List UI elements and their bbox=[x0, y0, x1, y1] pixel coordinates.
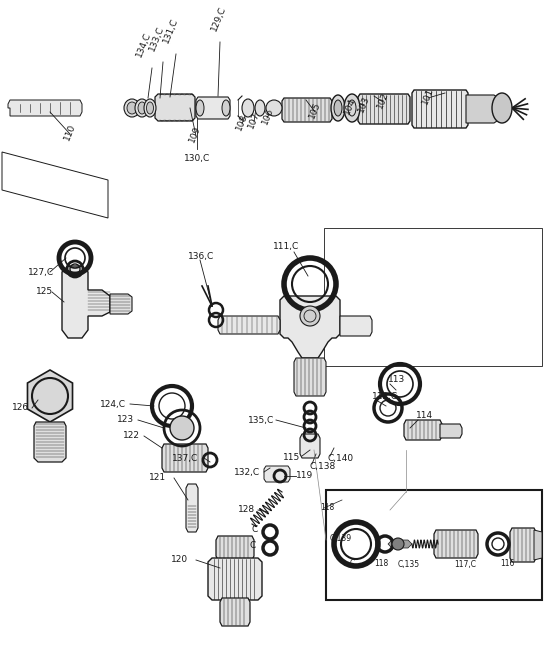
Ellipse shape bbox=[266, 100, 282, 116]
Polygon shape bbox=[534, 530, 542, 560]
Text: 104: 104 bbox=[342, 97, 357, 116]
Text: C: C bbox=[252, 526, 258, 534]
Polygon shape bbox=[220, 598, 250, 626]
Ellipse shape bbox=[344, 94, 360, 122]
Polygon shape bbox=[404, 420, 442, 440]
Text: 129,C: 129,C bbox=[210, 5, 228, 32]
Polygon shape bbox=[162, 444, 208, 472]
Text: 107: 107 bbox=[246, 111, 261, 130]
Text: 119: 119 bbox=[296, 472, 313, 480]
Text: 121: 121 bbox=[149, 474, 166, 482]
Ellipse shape bbox=[127, 102, 137, 114]
Polygon shape bbox=[208, 558, 262, 600]
Text: 112,C: 112,C bbox=[372, 392, 398, 401]
Polygon shape bbox=[8, 100, 82, 116]
Polygon shape bbox=[62, 266, 110, 338]
Text: 115: 115 bbox=[283, 454, 300, 462]
Ellipse shape bbox=[135, 99, 149, 117]
Polygon shape bbox=[110, 294, 132, 314]
Text: 135,C: 135,C bbox=[248, 415, 274, 425]
Text: 116: 116 bbox=[500, 560, 514, 569]
Text: 109: 109 bbox=[187, 124, 202, 144]
Polygon shape bbox=[34, 422, 66, 462]
Ellipse shape bbox=[492, 93, 512, 123]
Polygon shape bbox=[264, 466, 290, 482]
Text: 101: 101 bbox=[420, 87, 435, 106]
Ellipse shape bbox=[170, 416, 194, 440]
Polygon shape bbox=[155, 94, 195, 121]
Text: 113: 113 bbox=[388, 376, 405, 384]
Text: 106: 106 bbox=[260, 107, 275, 126]
Ellipse shape bbox=[144, 99, 156, 117]
Text: 133,C: 133,C bbox=[148, 24, 166, 52]
Text: 132,C: 132,C bbox=[234, 468, 260, 476]
Polygon shape bbox=[280, 296, 340, 358]
Ellipse shape bbox=[334, 100, 342, 116]
Text: 131,C: 131,C bbox=[162, 16, 180, 44]
Text: 123: 123 bbox=[117, 415, 134, 425]
Text: 117,C: 117,C bbox=[454, 560, 476, 569]
Text: 127,C: 127,C bbox=[28, 267, 54, 276]
Polygon shape bbox=[294, 358, 326, 396]
Polygon shape bbox=[196, 97, 230, 119]
Text: 110: 110 bbox=[62, 122, 77, 142]
Polygon shape bbox=[388, 540, 412, 548]
Ellipse shape bbox=[331, 95, 345, 121]
Polygon shape bbox=[300, 434, 320, 458]
Ellipse shape bbox=[146, 102, 153, 114]
Text: 118: 118 bbox=[374, 560, 388, 569]
Text: C,139: C,139 bbox=[330, 534, 352, 542]
Text: 122: 122 bbox=[123, 431, 140, 441]
Ellipse shape bbox=[300, 306, 320, 326]
Polygon shape bbox=[412, 90, 468, 128]
Text: 137,C: 137,C bbox=[172, 454, 198, 462]
Text: 105: 105 bbox=[307, 101, 322, 120]
Text: 125: 125 bbox=[36, 288, 53, 296]
Text: C,140: C,140 bbox=[328, 454, 354, 462]
Text: 124,C: 124,C bbox=[100, 399, 126, 409]
Polygon shape bbox=[186, 484, 198, 532]
FancyBboxPatch shape bbox=[326, 490, 542, 600]
Text: C,135: C,135 bbox=[398, 560, 420, 569]
Text: 130,C: 130,C bbox=[184, 154, 210, 163]
Polygon shape bbox=[358, 94, 410, 124]
Text: 128: 128 bbox=[238, 505, 255, 515]
Text: 120: 120 bbox=[171, 556, 188, 564]
Text: 118: 118 bbox=[320, 503, 334, 513]
Text: 114: 114 bbox=[416, 411, 433, 421]
Text: C: C bbox=[349, 560, 354, 569]
Polygon shape bbox=[466, 95, 500, 123]
Text: 103: 103 bbox=[356, 95, 371, 114]
Text: 108: 108 bbox=[234, 113, 249, 132]
Polygon shape bbox=[282, 98, 332, 122]
Text: 102: 102 bbox=[375, 91, 390, 110]
Polygon shape bbox=[434, 530, 478, 558]
Text: 134,C: 134,C bbox=[135, 30, 153, 58]
Text: C,138: C,138 bbox=[310, 462, 336, 470]
Polygon shape bbox=[216, 536, 254, 560]
Ellipse shape bbox=[138, 102, 146, 114]
Polygon shape bbox=[340, 316, 372, 336]
Circle shape bbox=[392, 538, 404, 550]
Text: C: C bbox=[250, 542, 256, 550]
Ellipse shape bbox=[196, 100, 204, 116]
Text: 111,C: 111,C bbox=[273, 241, 299, 251]
Polygon shape bbox=[218, 316, 280, 334]
Text: 126: 126 bbox=[12, 403, 29, 413]
Ellipse shape bbox=[255, 100, 265, 116]
Polygon shape bbox=[440, 424, 462, 438]
Polygon shape bbox=[510, 528, 536, 562]
Ellipse shape bbox=[124, 99, 140, 117]
Ellipse shape bbox=[242, 99, 254, 117]
Text: 136,C: 136,C bbox=[188, 251, 214, 261]
Polygon shape bbox=[27, 370, 73, 422]
Ellipse shape bbox=[222, 100, 230, 116]
